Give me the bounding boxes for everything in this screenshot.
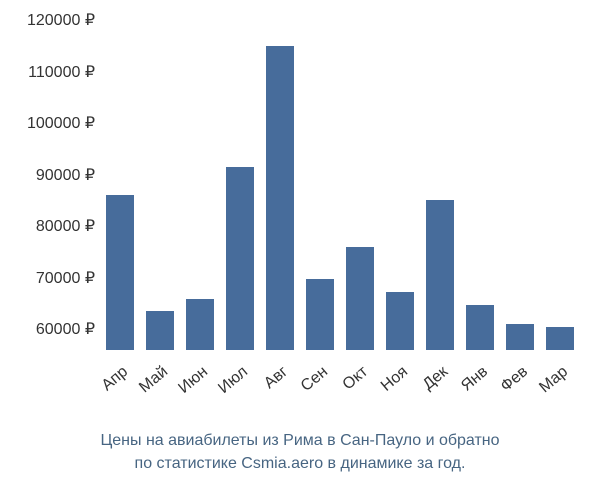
bar bbox=[146, 311, 174, 350]
x-tick-label: Янв bbox=[458, 363, 492, 395]
y-tick-label: 80000 ₽ bbox=[36, 216, 95, 236]
bar bbox=[426, 200, 454, 350]
bar bbox=[226, 167, 254, 350]
x-tick-label: Окт bbox=[340, 363, 372, 394]
x-tick-label: Май bbox=[136, 363, 172, 397]
price-chart: 60000 ₽ 70000 ₽ 80000 ₽ 90000 ₽ 100000 ₽ 1100… bbox=[0, 0, 600, 500]
y-tick-label: 120000 ₽ bbox=[27, 10, 95, 30]
bar bbox=[386, 292, 414, 350]
plot-area bbox=[100, 20, 580, 350]
caption-line-2: по статистике Csmia.aero в динамике за г… bbox=[0, 453, 600, 475]
x-tick-label: Дек bbox=[420, 363, 452, 394]
y-tick-label: 100000 ₽ bbox=[27, 113, 95, 133]
y-tick-label: 60000 ₽ bbox=[36, 319, 95, 339]
y-tick-label: 70000 ₽ bbox=[36, 268, 95, 288]
y-tick-label: 110000 ₽ bbox=[28, 62, 95, 82]
caption-line-1: Цены на авиабилеты из Рима в Сан-Пауло и… bbox=[0, 430, 600, 452]
x-tick-label: Сен bbox=[298, 363, 332, 396]
y-axis: 60000 ₽ 70000 ₽ 80000 ₽ 90000 ₽ 100000 ₽ 1100… bbox=[0, 20, 95, 350]
x-tick-label: Июн bbox=[175, 363, 211, 398]
bar bbox=[346, 247, 374, 350]
bar bbox=[466, 305, 494, 350]
y-tick-label: 90000 ₽ bbox=[36, 165, 95, 185]
bar bbox=[506, 324, 534, 350]
bar bbox=[266, 46, 294, 350]
bar bbox=[106, 195, 134, 350]
x-tick-label: Мар bbox=[536, 363, 572, 397]
x-axis: АпрМайИюнИюл АвгСен ОктНоя ДекЯнвФевМар bbox=[100, 355, 580, 415]
x-tick-label: Апр bbox=[99, 363, 132, 395]
x-tick-label: Ноя bbox=[378, 363, 412, 396]
bar bbox=[306, 279, 334, 350]
x-tick-label: Авг bbox=[261, 363, 292, 393]
chart-caption: Цены на авиабилеты из Рима в Сан-Пауло и… bbox=[0, 430, 600, 475]
x-tick-label: Июл bbox=[215, 363, 251, 398]
x-tick-label: Фев bbox=[498, 363, 532, 396]
bar bbox=[186, 299, 214, 350]
bar bbox=[546, 327, 574, 350]
